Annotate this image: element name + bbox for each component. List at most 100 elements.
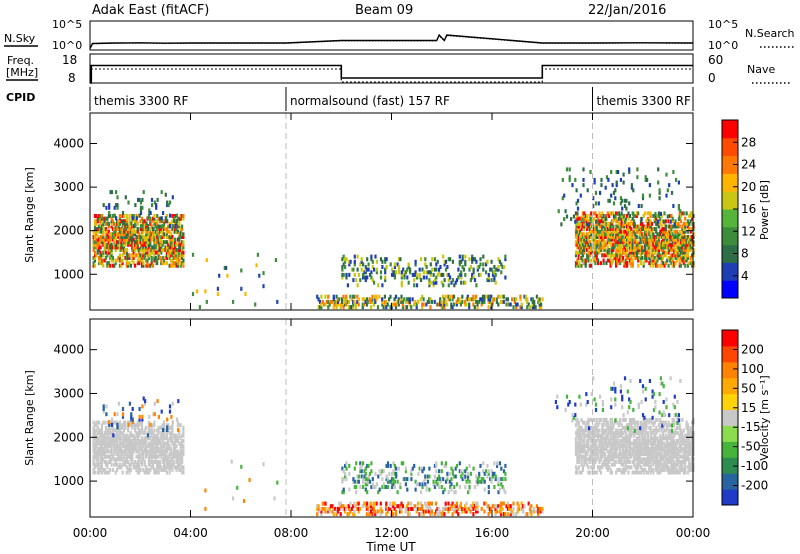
data-cell <box>604 217 607 222</box>
data-cell <box>635 465 638 470</box>
data-cell <box>179 248 182 252</box>
data-cell <box>153 401 156 406</box>
data-cell <box>641 441 644 446</box>
data-cell <box>153 253 156 258</box>
data-cell <box>587 470 590 475</box>
data-cell <box>643 415 646 420</box>
data-cell <box>659 229 662 234</box>
data-cell <box>653 235 656 239</box>
data-cell <box>116 433 119 438</box>
data-cell <box>589 217 592 222</box>
data-cell <box>621 248 625 252</box>
data-cell <box>122 219 126 224</box>
data-cell <box>122 245 126 250</box>
data-cell <box>198 305 201 310</box>
data-cell <box>150 444 153 449</box>
data-cell <box>145 235 148 239</box>
data-cell <box>587 237 590 242</box>
data-cell <box>580 216 583 221</box>
data-cell <box>638 227 641 232</box>
data-cell <box>176 253 179 258</box>
data-cell <box>116 420 119 425</box>
data-cell <box>107 242 110 247</box>
data-cell <box>623 250 626 255</box>
data-cell <box>374 485 377 489</box>
data-cell <box>472 270 475 275</box>
data-cell <box>157 460 160 464</box>
data-cell <box>675 454 678 459</box>
data-cell <box>655 258 658 263</box>
data-cell <box>620 219 623 224</box>
data-cell <box>111 214 115 218</box>
data-cell <box>670 460 673 464</box>
data-cell <box>616 439 619 443</box>
data-cell <box>584 452 587 457</box>
data-cell <box>161 240 164 245</box>
data-cell <box>124 449 127 454</box>
data-cell <box>605 428 608 433</box>
data-cell <box>671 263 674 268</box>
data-cell <box>357 297 360 302</box>
data-cell <box>681 462 684 467</box>
data-cell <box>125 232 128 237</box>
data-cell <box>153 454 156 459</box>
data-cell <box>610 431 613 436</box>
data-cell <box>348 487 351 492</box>
data-cell <box>691 452 694 457</box>
data-cell <box>176 454 179 459</box>
data-cell <box>461 265 464 269</box>
data-cell <box>594 444 597 449</box>
data-cell <box>148 211 151 215</box>
data-cell <box>145 467 148 472</box>
data-cell <box>107 237 110 242</box>
data-cell <box>355 278 358 283</box>
data-cell <box>93 441 97 446</box>
data-cell <box>371 265 374 269</box>
data-cell <box>674 255 677 260</box>
data-cell <box>450 280 453 285</box>
data-cell <box>657 462 660 467</box>
data-cell <box>389 479 392 484</box>
data-cell <box>117 235 120 239</box>
data-cell <box>635 255 638 260</box>
data-cell <box>674 224 677 229</box>
data-cell <box>645 460 648 464</box>
data-cell <box>599 439 602 443</box>
data-cell <box>341 265 344 269</box>
data-cell <box>175 227 178 232</box>
data-cell <box>350 297 353 302</box>
data-cell <box>584 214 587 218</box>
data-cell <box>681 439 684 443</box>
data-cell <box>609 431 612 436</box>
data-cell <box>136 227 139 232</box>
data-cell <box>397 267 401 272</box>
data-cell <box>109 245 112 250</box>
data-cell <box>110 417 114 422</box>
data-cell <box>580 462 583 467</box>
data-cell <box>670 227 673 232</box>
data-cell <box>641 431 644 436</box>
data-cell <box>659 219 662 224</box>
data-cell <box>671 457 674 462</box>
data-cell <box>524 297 527 302</box>
data-cell <box>685 420 688 425</box>
data-cell <box>473 305 476 310</box>
data-cell <box>165 245 168 250</box>
data-cell <box>327 294 330 299</box>
data-cell <box>650 436 654 441</box>
data-cell <box>606 454 609 459</box>
data-cell <box>501 294 504 299</box>
data-cell <box>630 183 633 188</box>
data-cell <box>420 466 423 471</box>
data-cell <box>150 431 153 436</box>
data-cell <box>652 237 655 242</box>
data-cell <box>105 205 108 210</box>
data-cell <box>98 237 101 242</box>
data-cell <box>175 439 178 443</box>
data-cell <box>519 297 522 302</box>
data-cell <box>151 465 155 470</box>
data-cell <box>156 258 159 263</box>
data-cell <box>148 208 151 213</box>
data-cell <box>671 467 674 472</box>
data-cell <box>139 227 142 232</box>
